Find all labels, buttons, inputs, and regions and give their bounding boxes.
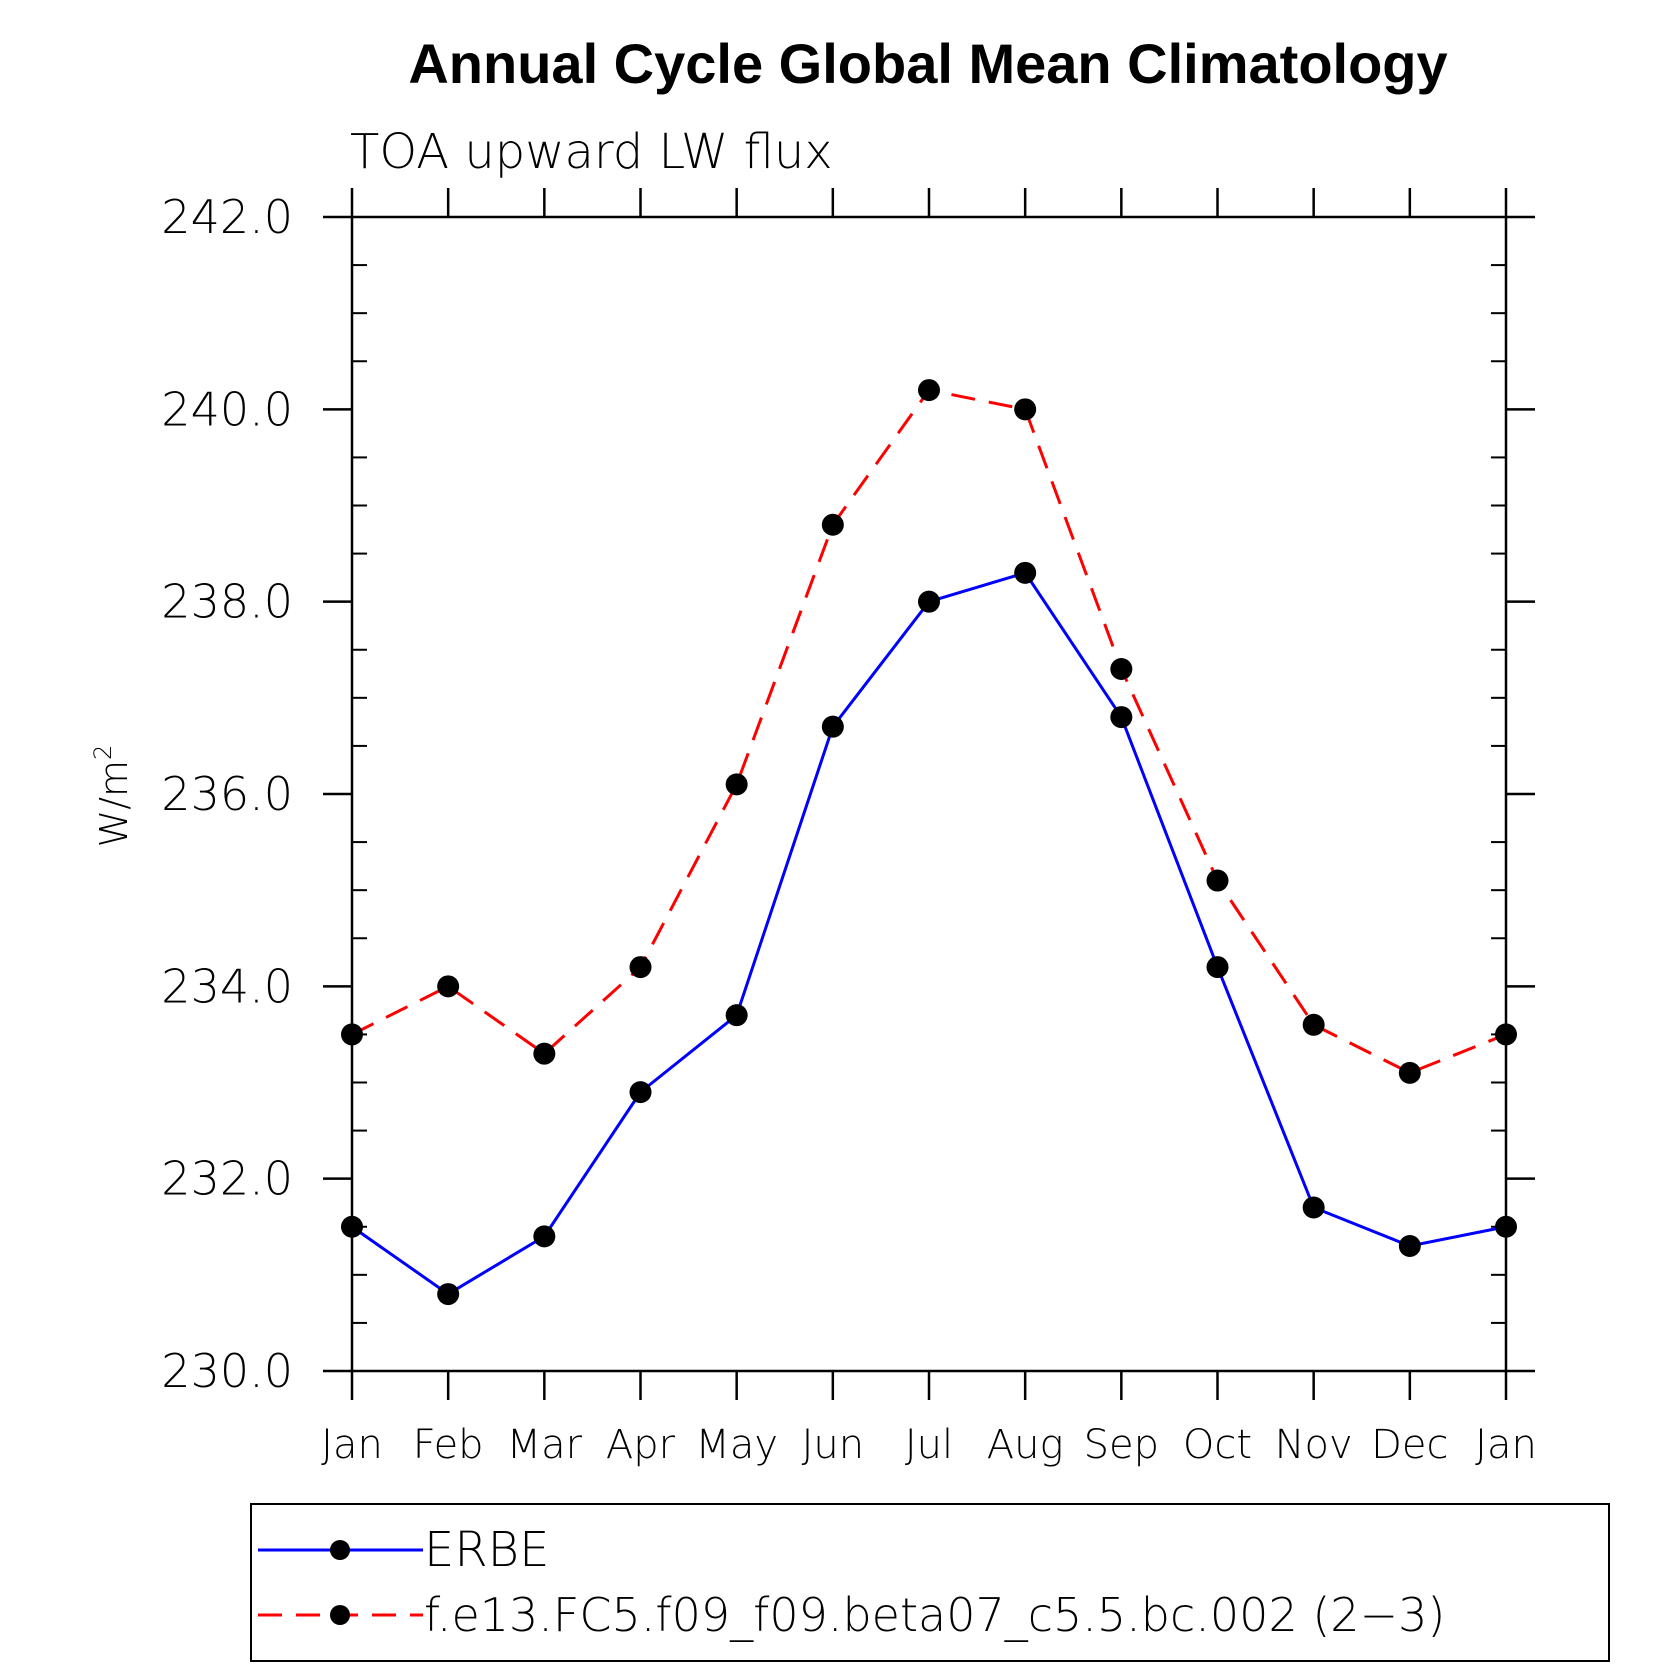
- data-point: [1398, 1061, 1421, 1084]
- x-tick-label: Jan: [1475, 1422, 1537, 1468]
- legend-label-erbe: ERBE: [424, 1522, 549, 1578]
- legend-marker-erbe: [330, 1540, 350, 1560]
- data-point: [1206, 869, 1229, 892]
- data-point: [725, 773, 748, 796]
- data-point: [629, 1081, 652, 1104]
- legend-box: [250, 1503, 1610, 1662]
- y-tick-label: 230.0: [161, 1344, 293, 1398]
- data-point: [533, 1225, 556, 1248]
- legend-marker-model: [330, 1605, 350, 1625]
- series-line: [351, 388, 1507, 1075]
- x-tick-label: Mar: [507, 1422, 583, 1468]
- y-axis-label: W/m2: [89, 745, 136, 848]
- x-tick-label: Apr: [606, 1422, 676, 1468]
- chart-title: Annual Cycle Global Mean Climatology: [408, 32, 1447, 95]
- data-point: [1110, 657, 1133, 680]
- plot-area: 230.0 232.0 234.0 236.0 238.0 240.0 242.0 Jan Fe…: [161, 188, 1537, 1468]
- data-point: [533, 1042, 556, 1065]
- y-tick-label: 236.0: [161, 767, 293, 821]
- series-layer: [341, 379, 1517, 1306]
- data-point: [821, 513, 844, 536]
- data-point: [1302, 1013, 1325, 1036]
- data-point: [1014, 398, 1037, 421]
- data-point: [1495, 1215, 1517, 1238]
- x-tick-label: Oct: [1183, 1422, 1252, 1468]
- y-tick-label: 240.0: [161, 382, 293, 436]
- data-point: [1110, 706, 1133, 729]
- x-tick-label: Nov: [1275, 1422, 1353, 1468]
- data-point: [1302, 1196, 1325, 1219]
- data-point: [1206, 956, 1229, 979]
- data-point: [341, 1023, 363, 1046]
- x-tick-label: Jul: [905, 1422, 953, 1468]
- x-tick-label: Sep: [1084, 1422, 1159, 1468]
- x-tick-label: Feb: [413, 1422, 484, 1468]
- y-tick-label: 232.0: [161, 1152, 293, 1206]
- series-0: [341, 561, 1517, 1306]
- x-tick-label: Jan: [321, 1422, 383, 1468]
- y-tick-label: 234.0: [161, 959, 293, 1013]
- data-point: [341, 1215, 363, 1238]
- data-point: [1398, 1234, 1421, 1257]
- chart-subtitle: TOA upward LW flux: [350, 124, 833, 180]
- y-tick-label: 238.0: [161, 575, 293, 629]
- x-tick-label: Aug: [987, 1422, 1064, 1468]
- x-tick-label: Dec: [1371, 1422, 1448, 1468]
- x-tick-label: May: [695, 1422, 778, 1468]
- y-tick-label: 242.0: [161, 190, 293, 244]
- data-point: [1014, 561, 1037, 584]
- x-tick-label: Jun: [802, 1422, 865, 1468]
- legend: ERBE f.e13.FC5.f09_f09.beta07_c5.5.bc.00…: [250, 1503, 1610, 1662]
- data-point: [918, 379, 940, 402]
- legend-label-model: f.e13.FC5.f09_f09.beta07_c5.5.bc.002 (2−…: [424, 1588, 1445, 1642]
- series-line: [351, 571, 1507, 1296]
- data-point: [1495, 1023, 1517, 1046]
- data-point: [437, 1283, 460, 1306]
- data-point: [629, 956, 652, 979]
- data-point: [821, 715, 844, 738]
- data-point: [437, 975, 460, 998]
- series-1: [341, 379, 1517, 1084]
- data-point: [725, 1004, 748, 1027]
- data-point: [918, 590, 940, 613]
